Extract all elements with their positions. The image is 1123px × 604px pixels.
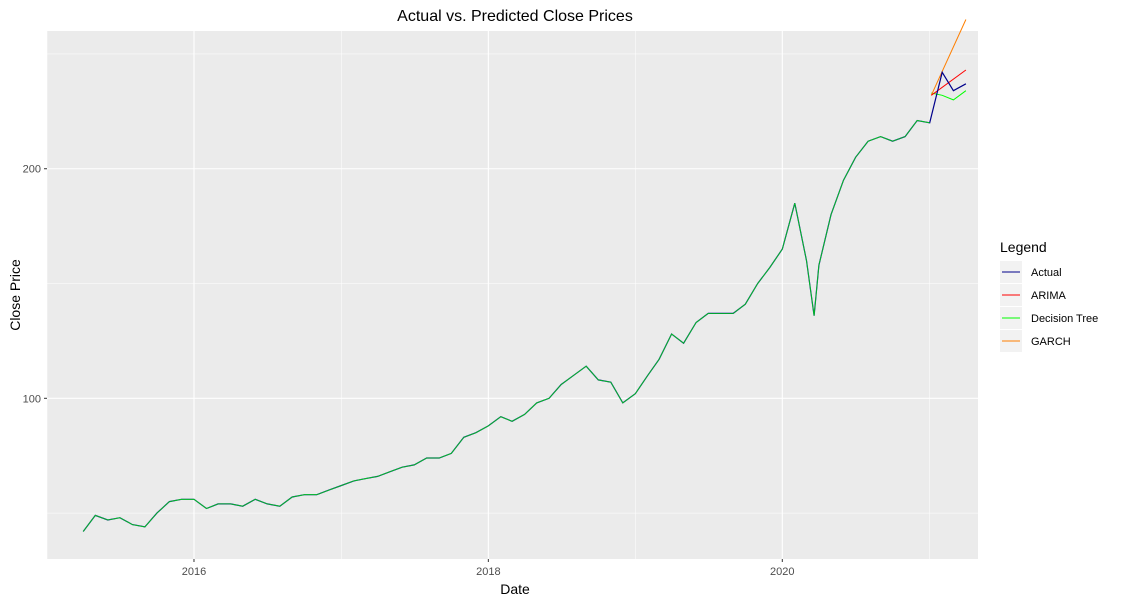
legend-label: GARCH bbox=[1031, 336, 1071, 348]
plot-panel bbox=[47, 31, 978, 559]
x-tick-label: 2016 bbox=[182, 566, 206, 578]
chart-title: Actual vs. Predicted Close Prices bbox=[397, 8, 633, 25]
y-axis-title: Close Price bbox=[7, 259, 23, 331]
x-tick-label: 2018 bbox=[476, 566, 500, 578]
y-tick-label: 200 bbox=[23, 164, 41, 176]
grid bbox=[46, 31, 978, 559]
axis-ticks: 100 200 2016 2018 2020 bbox=[23, 164, 795, 578]
legend: Legend Actual ARIMA Decision Tree GARCH bbox=[1000, 239, 1098, 352]
x-axis-title: Date bbox=[500, 581, 530, 597]
series-line-decision-tree-fit bbox=[82, 120, 930, 532]
series-line-garch bbox=[930, 19, 967, 96]
series-lines bbox=[82, 19, 967, 532]
legend-title: Legend bbox=[1000, 239, 1047, 255]
y-tick-label: 100 bbox=[23, 393, 41, 405]
legend-label: Actual bbox=[1031, 267, 1062, 279]
legend-label: ARIMA bbox=[1031, 290, 1067, 302]
x-tick-label: 2020 bbox=[770, 566, 794, 578]
legend-label: Decision Tree bbox=[1031, 313, 1098, 325]
